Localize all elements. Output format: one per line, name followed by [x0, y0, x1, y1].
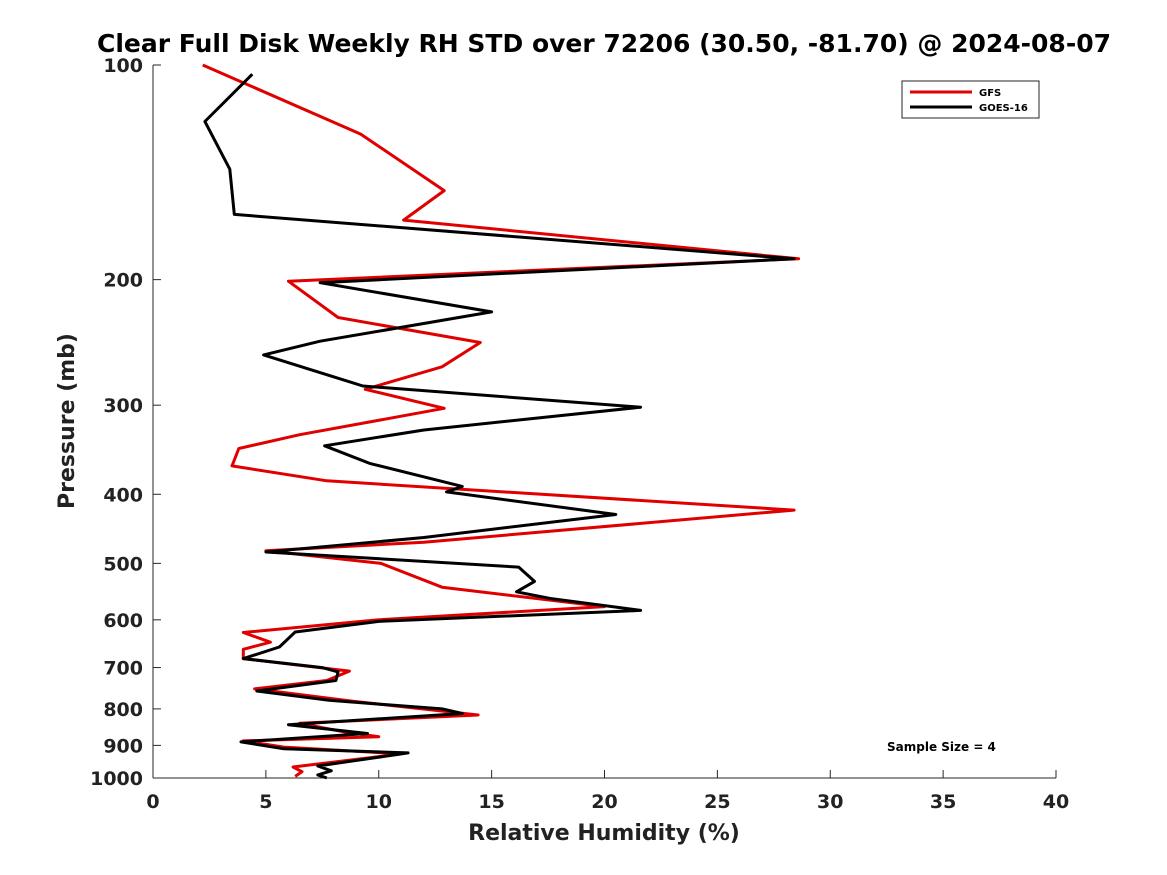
- y-tick-label: 900: [103, 735, 143, 757]
- legend-label-gfs: GFS: [979, 88, 1001, 99]
- series-lines: [202, 63, 801, 780]
- chart-title: Clear Full Disk Weekly RH STD over 72206…: [97, 29, 1111, 58]
- x-tick-label: 0: [146, 791, 159, 813]
- legend: GFS GOES-16: [901, 80, 1040, 119]
- y-tick-label: 400: [103, 484, 143, 506]
- y-tick-label: 600: [103, 610, 143, 632]
- x-tick-label: 20: [591, 791, 617, 813]
- x-tick-label: 30: [817, 791, 843, 813]
- y-tick-label: 300: [103, 395, 143, 417]
- x-tick-label: 15: [478, 791, 504, 813]
- x-tick-label: 5: [259, 791, 272, 813]
- y-ticks: 100 200 300 400 500 600 700 800 900 1000: [90, 55, 161, 790]
- x-tick-label: 40: [1043, 791, 1069, 813]
- y-tick-label: 700: [103, 658, 143, 680]
- x-axis-label: Relative Humidity (%): [468, 821, 740, 846]
- y-axis-label: Pressure (mb): [55, 333, 80, 509]
- x-ticks: 0 5 10 15 20 25 30 35 40: [146, 770, 1069, 813]
- y-tick-label: 500: [103, 553, 143, 575]
- legend-box: [901, 80, 1040, 119]
- x-tick-label: 25: [704, 791, 730, 813]
- sample-size-note: Sample Size = 4: [887, 740, 996, 754]
- y-tick-label: 100: [103, 55, 143, 77]
- y-tick-label: 800: [103, 699, 143, 721]
- axes-box: [153, 65, 1056, 778]
- x-tick-label: 35: [930, 791, 956, 813]
- plot-area: [152, 65, 1056, 779]
- series-line-goes16: [203, 73, 796, 780]
- legend-label-goes16: GOES-16: [979, 103, 1028, 114]
- x-tick-label: 10: [366, 791, 392, 813]
- y-tick-label: 1000: [90, 768, 143, 790]
- y-tick-label: 200: [103, 270, 143, 292]
